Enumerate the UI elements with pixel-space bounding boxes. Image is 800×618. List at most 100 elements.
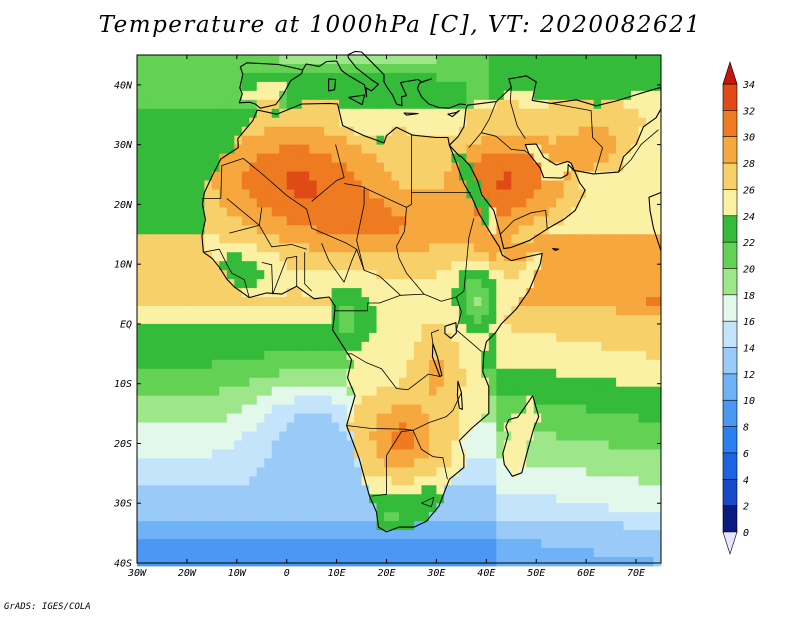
field-cell [458, 548, 467, 558]
field-cell [189, 126, 198, 137]
field-cell [526, 216, 535, 226]
field-cell [578, 162, 587, 172]
field-cell [204, 386, 213, 397]
field-cell [331, 548, 340, 558]
field-cell [413, 252, 422, 262]
field-cell [196, 99, 205, 110]
field-cell [578, 180, 587, 190]
field-cell [309, 297, 318, 307]
field-cell [548, 359, 557, 370]
field-cell [496, 359, 505, 370]
field-cell [563, 413, 572, 423]
field-cell [174, 557, 183, 567]
field-cell [376, 234, 385, 244]
field-cell [196, 126, 205, 137]
field-cell [443, 270, 452, 280]
field-cell [458, 198, 467, 208]
field-cell [473, 512, 482, 522]
field-cell [646, 521, 654, 531]
field-cell [196, 395, 205, 406]
field-cell [563, 279, 572, 289]
field-cell [563, 225, 572, 235]
field-cell [458, 467, 467, 477]
field-cell [196, 314, 205, 325]
field-cell [294, 171, 303, 181]
field-cell [578, 548, 587, 558]
field-cell [638, 55, 647, 65]
field-cell [563, 431, 572, 441]
field-cell [301, 557, 310, 567]
field-cell [271, 297, 280, 307]
field-cell [586, 171, 595, 181]
field-cell [608, 485, 617, 495]
field-cell [608, 288, 617, 298]
field-cell [331, 270, 340, 280]
field-cell [578, 476, 587, 486]
field-cell [638, 539, 647, 549]
field-cell [391, 323, 400, 334]
field-cell [451, 63, 460, 74]
field-cell [256, 81, 265, 92]
field-cell [151, 548, 160, 558]
field-cell [324, 386, 333, 397]
field-cell [443, 225, 452, 235]
field-cell [189, 171, 198, 181]
field-cell [181, 144, 190, 155]
field-cell [286, 368, 295, 379]
field-cell [571, 494, 580, 504]
field-cell [593, 323, 602, 334]
field-cell [309, 207, 318, 217]
field-cell [533, 422, 542, 432]
field-cell [309, 153, 318, 163]
field-cell [271, 458, 280, 468]
field-cell [541, 467, 550, 477]
field-cell [286, 216, 295, 226]
field-cell [211, 368, 220, 379]
field-cell [533, 494, 542, 504]
field-cell [413, 234, 422, 244]
colorbar-label: 30 [742, 133, 755, 144]
field-cell [279, 530, 288, 540]
field-cell [481, 314, 490, 325]
field-cell [451, 81, 460, 92]
field-cell [548, 350, 557, 361]
field-cell [571, 539, 580, 549]
field-cell [294, 297, 303, 307]
field-cell [511, 261, 520, 271]
field-cell [571, 180, 580, 190]
field-cell [406, 458, 415, 468]
field-cell [264, 225, 273, 235]
field-cell [294, 117, 303, 128]
field-cell [488, 252, 497, 262]
field-cell [548, 557, 557, 567]
lon-tick-label: 10W [228, 568, 247, 579]
field-cell [331, 171, 340, 181]
field-cell [601, 135, 609, 146]
field-cell [211, 153, 220, 163]
field-cell [174, 458, 183, 468]
footer-credit: GrADS: IGES/COLA [4, 602, 91, 612]
field-cell [189, 270, 198, 280]
field-cell [601, 108, 609, 119]
field-cell [234, 108, 243, 119]
field-cell [488, 404, 497, 414]
field-cell [436, 261, 445, 271]
field-cell [286, 225, 295, 235]
field-cell [316, 557, 325, 567]
field-cell [443, 72, 452, 83]
field-cell [428, 440, 437, 450]
field-cell [376, 404, 385, 414]
field-cell [399, 449, 407, 459]
field-cell [413, 55, 422, 65]
field-cell [518, 395, 527, 406]
field-cell [428, 395, 437, 406]
field-cell [436, 180, 445, 190]
field-cell [264, 162, 273, 172]
field-cell [481, 135, 490, 146]
field-cell [458, 144, 467, 155]
field-cell [556, 503, 565, 513]
field-cell [563, 198, 572, 208]
field-cell [556, 521, 565, 531]
field-cell [324, 512, 333, 522]
field-cell [159, 162, 168, 172]
